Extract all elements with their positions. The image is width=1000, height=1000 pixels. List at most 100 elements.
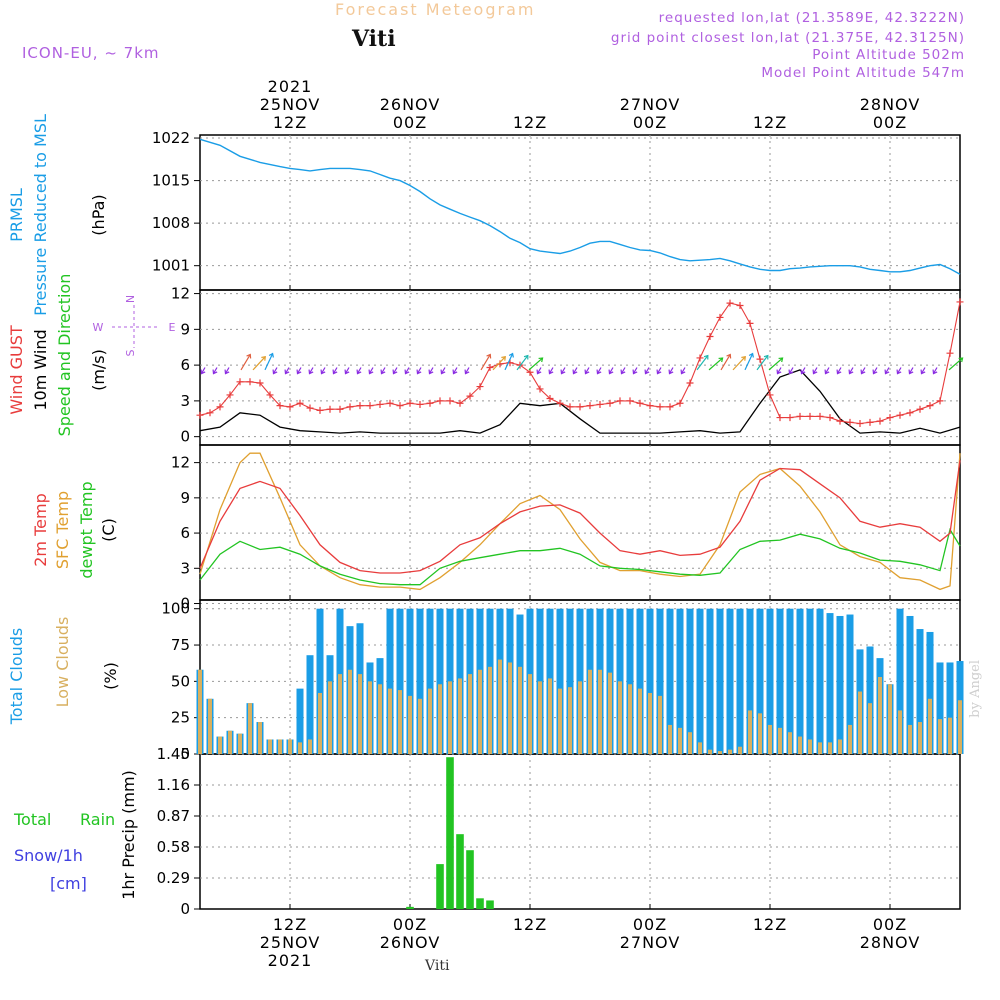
total-cloud-bar: [796, 608, 804, 754]
low-cloud-bar: [828, 742, 832, 754]
ytick-label-wind: 0: [180, 428, 190, 446]
bottom-time-label: 12Z: [273, 915, 307, 934]
wind-direction-arrow: [872, 367, 878, 374]
low-cloud-bar: [608, 672, 612, 754]
ytick-label-temp: 9: [180, 489, 190, 507]
wind-direction-arrow: [452, 367, 458, 374]
wind-direction-arrowhead: [368, 369, 374, 375]
gust-marker: [406, 399, 414, 407]
rain-bar: [436, 864, 444, 909]
bottom-time-label: 12Z: [513, 915, 547, 934]
low-cloud-bar: [298, 742, 302, 754]
wind-direction-arrow: [356, 367, 362, 374]
ytick-label-precip: 0.58: [157, 838, 190, 856]
wind-unit-label: (m/s): [89, 349, 108, 391]
low-cloud-bar: [568, 687, 572, 754]
low-cloud-bar: [388, 688, 392, 754]
ytick-label-pressure: 1008: [152, 214, 190, 232]
low-cloud-bar: [948, 717, 952, 754]
low-cloud-bar: [878, 677, 882, 754]
wind-direction-arrow: [932, 367, 938, 374]
precip-total-label: Total: [13, 810, 51, 829]
compass-s: S: [124, 349, 137, 356]
gust-marker: [496, 360, 504, 368]
wind-direction-arrowhead: [788, 369, 794, 375]
wind-direction-arrowhead: [308, 369, 314, 375]
low-cloud-bar: [558, 688, 562, 754]
wind-direction-label: Speed and Direction: [55, 274, 74, 437]
rain-bar: [486, 900, 494, 909]
gust-marker: [786, 414, 794, 422]
wind-direction-arrowhead: [668, 369, 674, 375]
gust-marker: [746, 319, 754, 327]
wind-direction-arrow: [680, 367, 686, 374]
gust-marker: [396, 402, 404, 410]
wind-direction-arrowhead: [620, 369, 626, 375]
gust-marker: [476, 383, 484, 391]
total-cloud-bar: [776, 608, 784, 754]
ytick-label-wind: 9: [180, 320, 190, 338]
low-cloud-bar: [748, 710, 752, 754]
wind-speed-line: [199, 369, 961, 434]
ytick-label-precip: 1.45: [157, 745, 190, 763]
wind-direction-arrowhead: [800, 369, 806, 375]
wind-direction-arrow: [756, 355, 769, 371]
low-cloud-bar: [378, 684, 382, 754]
gust-marker: [546, 395, 554, 402]
total-cloud-bar: [846, 614, 854, 754]
low-cloud-bar: [198, 669, 202, 754]
wind-direction-arrowhead: [920, 369, 926, 375]
low-cloud-bar: [778, 727, 782, 754]
wind-direction-arrow: [768, 357, 783, 371]
total-cloud-bar: [306, 655, 314, 754]
wind-direction-arrowhead: [872, 369, 878, 375]
rain-bar: [456, 834, 464, 909]
precip-snow-label: Snow/1h: [14, 846, 83, 865]
gust-marker: [896, 411, 904, 419]
ytick-label-precip: 0.29: [157, 869, 190, 887]
low-cloud-bar: [628, 684, 632, 754]
ytick-label-temp: 12: [171, 454, 190, 472]
low-cloud-bar: [898, 710, 902, 754]
low-cloud-bar: [918, 722, 922, 754]
wind-direction-arrow: [824, 367, 830, 374]
wind-direction-arrowhead: [404, 369, 410, 375]
wind-direction-arrow: [720, 354, 731, 371]
low-cloud-bar: [238, 733, 242, 754]
low-cloud-bar: [658, 695, 662, 754]
gust-marker: [466, 392, 474, 400]
wind-direction-arrow: [812, 367, 818, 374]
wind-direction-arrowhead: [428, 369, 434, 375]
gust-marker: [726, 299, 734, 307]
temp-sfc-label: SFC Temp: [53, 491, 72, 569]
wind-direction-arrow: [504, 353, 514, 371]
low-cloud-bar: [808, 739, 812, 754]
pressure-unit-label: (hPa): [89, 194, 108, 235]
rain-bar: [466, 850, 474, 909]
wind-direction-arrow: [404, 367, 410, 374]
ytick-label-precip: 1.16: [157, 776, 190, 794]
total-cloud-bar: [316, 608, 324, 754]
wind-direction-arrow: [608, 367, 614, 374]
wind-direction-arrow: [620, 367, 626, 374]
wind-direction-arrow: [848, 367, 854, 374]
wind-direction-arrowhead: [508, 352, 514, 358]
wind-direction-arrow: [492, 356, 506, 371]
wind-direction-arrowhead: [572, 369, 578, 375]
ytick-label-temp: 6: [180, 524, 190, 542]
sfc-temp-line: [199, 452, 961, 591]
gust-marker: [946, 349, 954, 357]
wind-direction-arrowhead: [632, 369, 638, 375]
total-cloud-bar: [716, 608, 724, 754]
wind-direction-arrow: [224, 367, 230, 374]
total-cloud-bar: [566, 608, 574, 754]
grid-point-coords: grid point closest lon,lat (21.375E, 42.…: [610, 30, 965, 46]
wind-direction-arrow: [560, 367, 566, 374]
ytick-label-temp: 3: [180, 559, 190, 577]
wind-direction-arrow: [884, 367, 890, 374]
gust-marker: [246, 378, 254, 386]
gust-marker: [346, 403, 354, 411]
ytick-label-wind: 3: [180, 392, 190, 410]
gust-marker: [696, 354, 704, 362]
gust-marker: [576, 403, 584, 411]
